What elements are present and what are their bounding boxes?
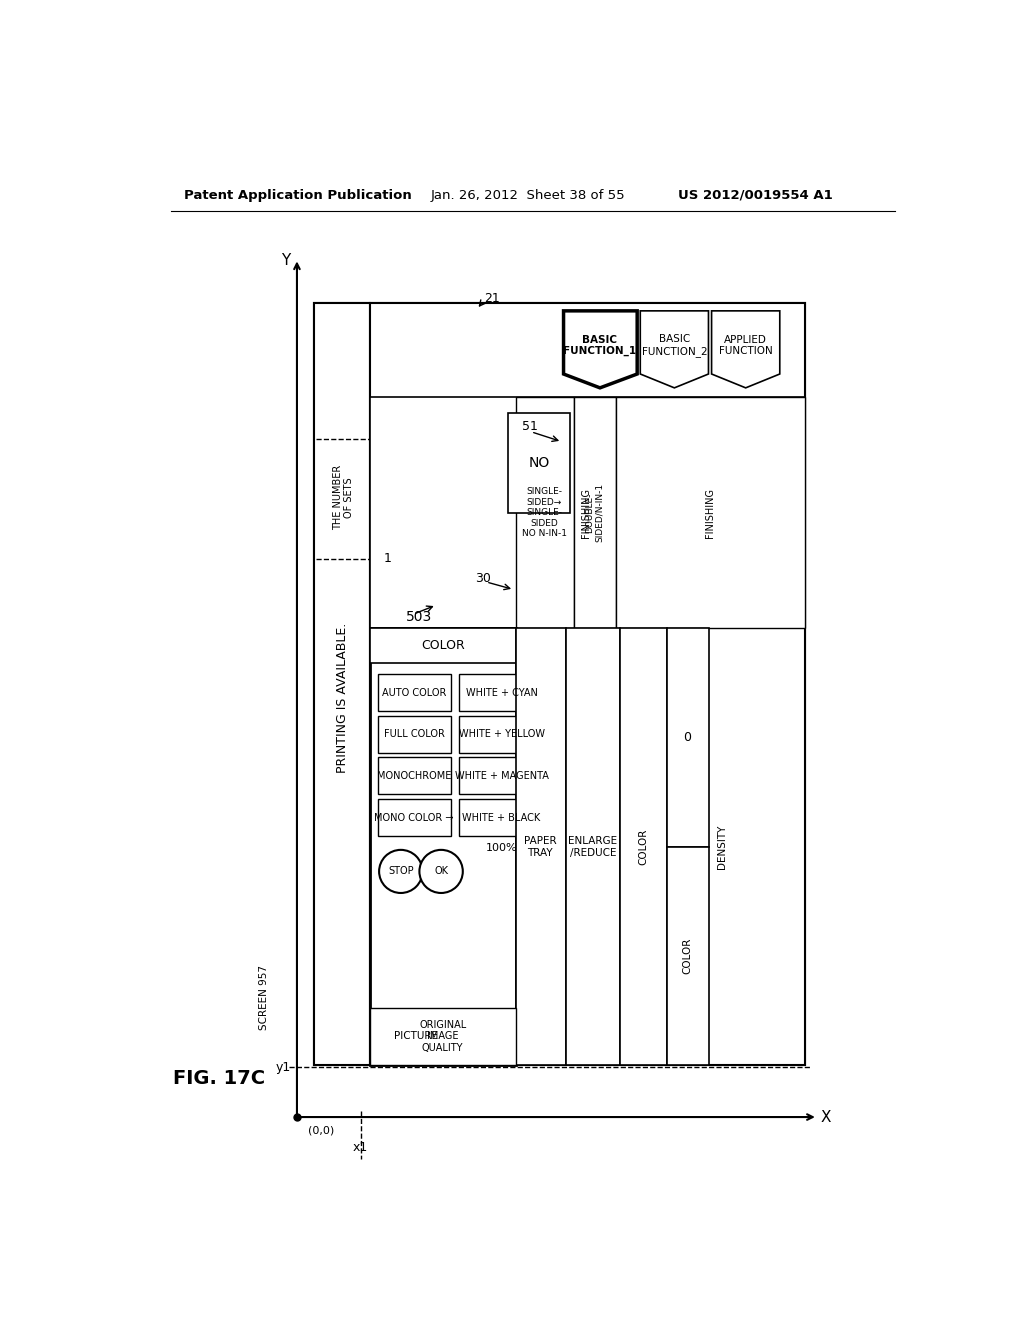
- Text: OK: OK: [434, 866, 449, 876]
- Bar: [667, 628, 710, 847]
- Text: US 2012/0019554 A1: US 2012/0019554 A1: [678, 189, 833, 202]
- Text: 51: 51: [521, 420, 538, 433]
- Text: Patent Application Publication: Patent Application Publication: [183, 189, 412, 202]
- Text: BASIC
FUNCTION_2: BASIC FUNCTION_2: [642, 334, 708, 356]
- Text: ORIGINAL
IMAGE
QUALITY: ORIGINAL IMAGE QUALITY: [419, 1019, 466, 1053]
- Bar: [370, 628, 515, 1065]
- Bar: [515, 628, 566, 1065]
- Bar: [621, 628, 667, 1065]
- Text: FINISHING: FINISHING: [706, 487, 715, 537]
- Text: PAPER
TRAY: PAPER TRAY: [524, 836, 557, 858]
- Circle shape: [379, 850, 423, 894]
- Text: NO: NO: [528, 455, 549, 470]
- Bar: [616, 397, 805, 628]
- Text: 30: 30: [475, 572, 492, 585]
- Text: PICTURE: PICTURE: [394, 1031, 438, 1041]
- Text: COLOR: COLOR: [421, 639, 465, 652]
- Text: 503: 503: [406, 610, 432, 623]
- Polygon shape: [563, 312, 637, 388]
- Text: STOP: STOP: [388, 866, 414, 876]
- Bar: [370, 1007, 515, 1065]
- Text: PRINTING IS AVAILABLE.: PRINTING IS AVAILABLE.: [336, 622, 349, 772]
- Text: y1: y1: [275, 1060, 291, 1073]
- Bar: [314, 304, 805, 1065]
- Bar: [515, 397, 573, 628]
- Bar: [370, 628, 515, 663]
- Text: x1: x1: [353, 1142, 368, 1155]
- Bar: [378, 799, 452, 836]
- Text: MONOCHROME: MONOCHROME: [377, 771, 452, 781]
- Text: MONO COLOR →: MONO COLOR →: [374, 813, 454, 822]
- Text: SCREEN 957: SCREEN 957: [259, 965, 268, 1030]
- Text: WHITE + MAGENTA: WHITE + MAGENTA: [455, 771, 549, 781]
- Text: COLOR: COLOR: [683, 939, 692, 974]
- Bar: [459, 799, 544, 836]
- Bar: [370, 397, 805, 628]
- Text: FINISHING: FINISHING: [581, 487, 591, 537]
- Text: DENSITY: DENSITY: [717, 825, 727, 869]
- Text: SINGLE-
SIDED→
SINGLE-
SIDED
NO N-IN-1: SINGLE- SIDED→ SINGLE- SIDED NO N-IN-1: [521, 487, 566, 539]
- Text: APPLIED
FUNCTION: APPLIED FUNCTION: [719, 335, 772, 356]
- Text: BASIC
FUNCTION_1: BASIC FUNCTION_1: [563, 334, 637, 356]
- Bar: [508, 413, 569, 512]
- Text: 100%: 100%: [485, 843, 517, 853]
- Text: WHITE + YELLOW: WHITE + YELLOW: [459, 730, 545, 739]
- Polygon shape: [712, 312, 779, 388]
- Bar: [459, 715, 544, 752]
- Text: FIG. 17C: FIG. 17C: [173, 1069, 265, 1088]
- Text: FULL COLOR: FULL COLOR: [384, 730, 444, 739]
- Bar: [459, 675, 544, 711]
- Bar: [573, 397, 616, 628]
- Text: (0,0): (0,0): [308, 1126, 334, 1137]
- Bar: [378, 675, 452, 711]
- Text: Jan. 26, 2012  Sheet 38 of 55: Jan. 26, 2012 Sheet 38 of 55: [430, 189, 625, 202]
- Polygon shape: [640, 312, 709, 388]
- Text: DOUBLE-
SIDED/N-IN-1: DOUBLE- SIDED/N-IN-1: [585, 483, 604, 543]
- Bar: [370, 304, 805, 1065]
- Text: WHITE + CYAN: WHITE + CYAN: [466, 688, 538, 698]
- Text: 0: 0: [684, 731, 691, 744]
- Text: 21: 21: [484, 292, 501, 305]
- Bar: [314, 304, 370, 1065]
- Bar: [566, 628, 621, 1065]
- Bar: [459, 758, 544, 795]
- Text: 1: 1: [384, 552, 391, 565]
- Text: X: X: [820, 1110, 830, 1125]
- Circle shape: [420, 850, 463, 894]
- Text: ENLARGE
/REDUCE: ENLARGE /REDUCE: [568, 836, 617, 858]
- Bar: [378, 758, 452, 795]
- Text: COLOR: COLOR: [638, 829, 648, 865]
- Bar: [378, 715, 452, 752]
- Text: THE NUMBER
OF SETS: THE NUMBER OF SETS: [333, 465, 354, 529]
- Text: Y: Y: [282, 253, 291, 268]
- Text: AUTO COLOR: AUTO COLOR: [382, 688, 446, 698]
- Text: WHITE + BLACK: WHITE + BLACK: [463, 813, 541, 822]
- Bar: [667, 847, 710, 1065]
